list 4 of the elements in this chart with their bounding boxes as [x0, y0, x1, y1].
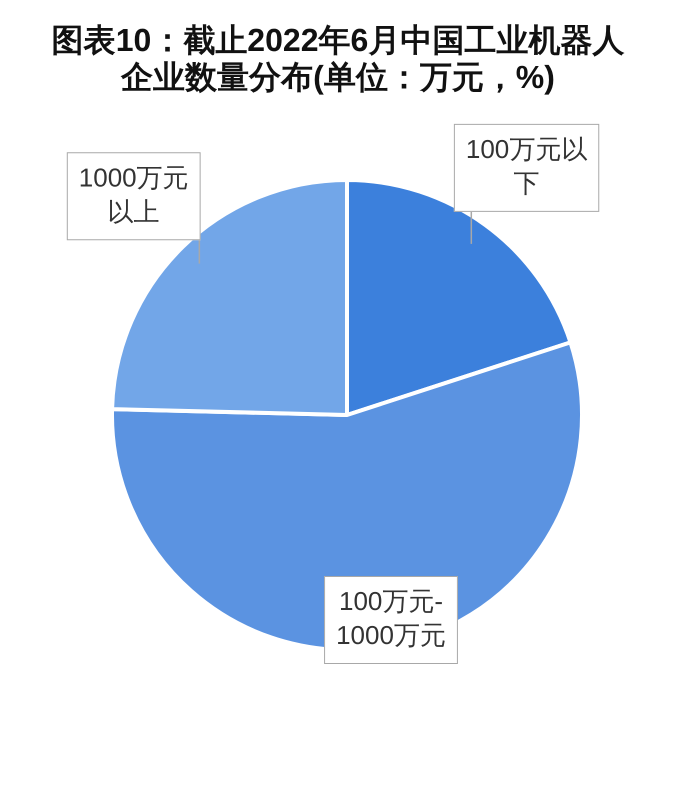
chart-title: 图表10：截止2022年6月中国工业机器人企业数量分布(单位：万元，%) [50, 22, 626, 96]
slice-label: 100万元-1000万元 [336, 586, 446, 650]
slice-label: 100万元以下 [466, 134, 588, 198]
slice-label: 1000万元以上 [78, 162, 189, 226]
